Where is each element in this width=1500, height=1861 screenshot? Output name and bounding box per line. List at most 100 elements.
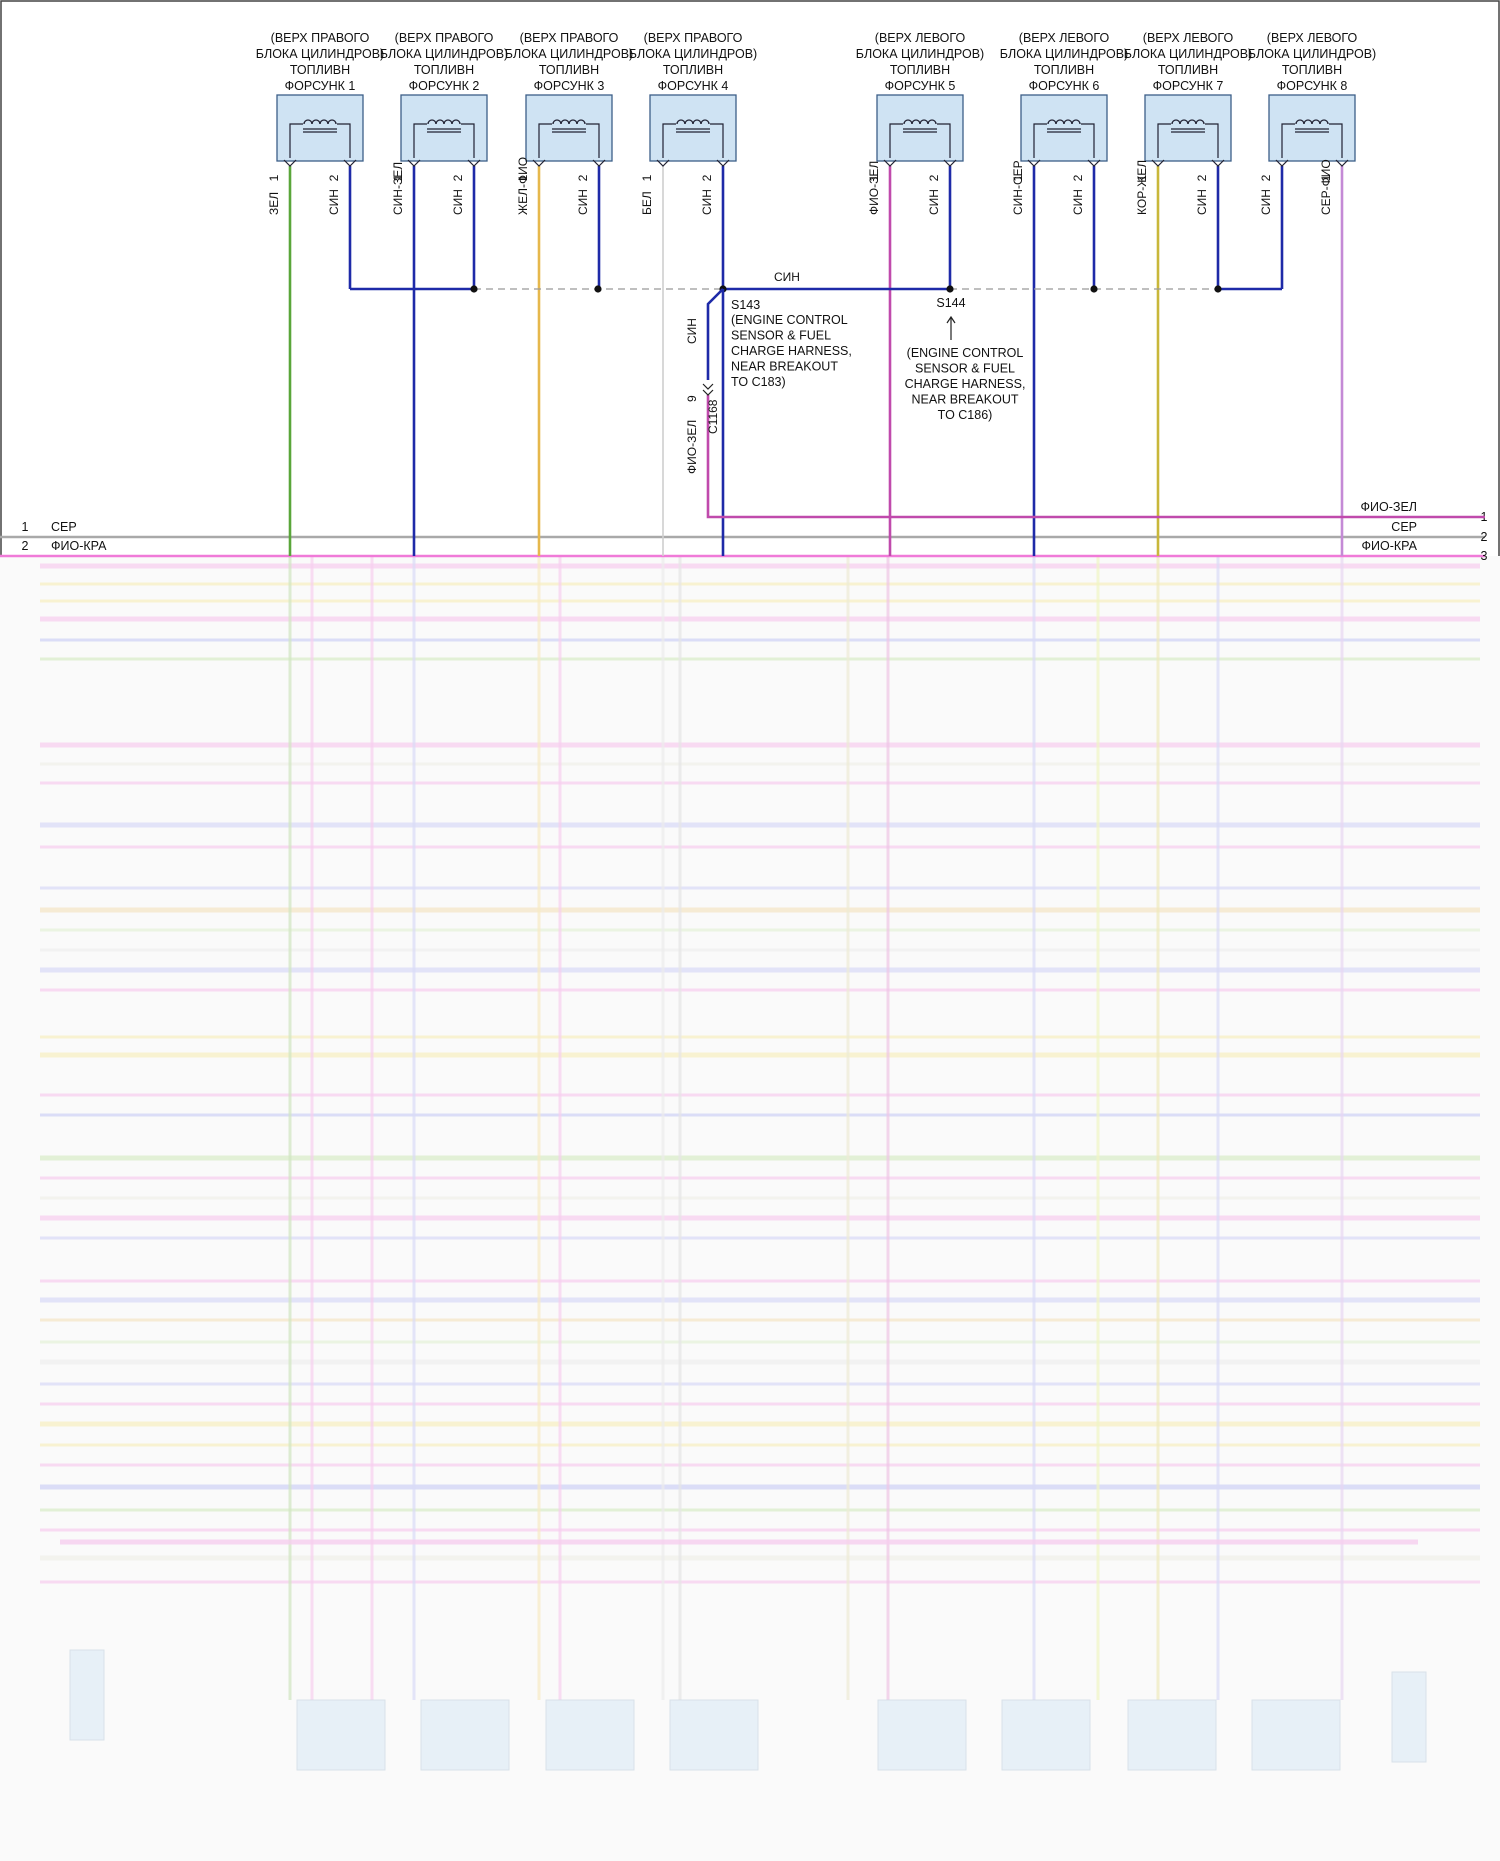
injector-title-line: ФОРСУНК 7 [1153,79,1224,93]
fuel-injector-8: (ВЕРХ ЛЕВОГО БЛОКА ЦИЛИНДРОВ) ТОПЛИВН ФОРСУ… [1248,31,1376,215]
injector-body [1144,94,1232,162]
connector-pin-icon [1275,159,1289,167]
injector-body [1268,94,1356,162]
splice-bus [350,285,1282,293]
injector-coil-icon [1281,119,1343,158]
rail-label-left: СЕР [51,520,77,534]
splice-s143-id: S143 [731,298,760,312]
connector-pin-icon [716,159,730,167]
injector-title-line: ТОПЛИВН [1158,63,1218,77]
injector-title-line: (ВЕРХ ПРАВОГО [271,31,370,45]
injector-body [876,94,964,162]
rail-label-right: СЕР [1391,520,1417,534]
bus-wire-label: СИН [774,270,800,284]
connector-pin-icon [1027,159,1041,167]
injector-title-line: БЛОКА ЦИЛИНДРОВ) [1000,47,1128,61]
wire-label-pin1: СЕР-ФИО [1319,159,1333,215]
fuel-injector-7: (ВЕРХ ЛЕВОГО БЛОКА ЦИЛИНДРОВ) ТОПЛИВН ФОРСУ… [1124,31,1252,215]
wire-label-pin2: СИН [1195,189,1209,215]
blur-overlay [0,556,1500,1861]
wire-label-pin1: СИН-ЗЕЛ [391,162,405,215]
injector-title-line: БЛОКА ЦИЛИНДРОВ) [856,47,984,61]
pin-number-2: 2 [1259,174,1273,181]
connector-pin-icon [407,159,421,167]
injector-coil-icon [538,119,600,158]
connector-id: C1168 [706,399,720,434]
connector-pin-icon [1087,159,1101,167]
injector-body [276,94,364,162]
s143-description: (ENGINE CONTROL [731,313,848,327]
injector-title-line: ТОПЛИВН [290,63,350,77]
injector-coil-icon [662,119,724,158]
connector-pin-icon [592,159,606,167]
connector-pin-icon [343,159,357,167]
wire-label-pin2: СИН [927,189,941,215]
injector-title-line: ФОРСУНК 4 [658,79,729,93]
injector-title-line: ТОПЛИВН [1282,63,1342,77]
rail-number-left: 2 [22,539,29,553]
connector-pin-icon [283,159,297,167]
pin-number-1: 1 [391,174,405,181]
splice-dot [1090,285,1098,293]
injector-title-line: ФОРСУНК 1 [285,79,356,93]
blurred-component [1391,1671,1427,1763]
splice-dot [470,285,478,293]
splice-dot [946,285,954,293]
rail-label-left: ФИО-КРА [51,539,107,553]
injector-title-line: БЛОКА ЦИЛИНДРОВ) [505,47,633,61]
arrow-icon [946,315,956,324]
injector-title-line: (ВЕРХ ПРАВОГО [395,31,494,45]
harness-rail: 1 СЕР СЕР 2 [0,520,1488,544]
s143-description: NEAR BREAKOUT [731,360,838,374]
injector-title-line: ФОРСУНК 5 [885,79,956,93]
connector-pin-icon [883,159,897,167]
injector-title-line: ТОПЛИВН [890,63,950,77]
s144-description: (ENGINE CONTROL [907,346,1024,360]
pin-number-1: 1 [1135,174,1149,181]
fuel-injector-3: (ВЕРХ ПРАВОГО БЛОКА ЦИЛИНДРОВ) ТОПЛИВН ФОРС… [505,31,633,215]
pin-number-2: 2 [1071,174,1085,181]
wire-label-pin2: СИН [576,189,590,215]
harness-rail: 2 ФИО-КРА ФИО-КРА 3 [0,539,1488,563]
injector-coil-icon [889,119,951,158]
pin-number-2: 2 [451,174,465,181]
wire-label-pin1: ЖЕЛ-ФИО [516,157,530,215]
injector-title-line: ТОПЛИВН [663,63,723,77]
wire-label-pin1: СИН-СЕР [1011,160,1025,215]
fuel-injector-5: (ВЕРХ ЛЕВОГО БЛОКА ЦИЛИНДРОВ) ТОПЛИВН ФОРСУ… [856,31,984,215]
pin-number-1: 1 [1011,174,1025,181]
wire-label-pin2: СИН [1259,189,1273,215]
blurred-component [669,1699,759,1771]
injector-body [525,94,613,162]
pin-number-1: 1 [267,174,281,181]
connector-pin-icon [467,159,481,167]
wire-label-pin1: КОР-ЖЕЛ [1135,160,1149,215]
injector-coil-icon [1157,119,1219,158]
s143-description: CHARGE HARNESS, [731,344,852,358]
injector-title-line: ФОРСУНК 8 [1277,79,1348,93]
injector-title-line: ФОРСУНК 6 [1029,79,1100,93]
rail-label-right: ФИО-КРА [1362,539,1418,553]
pin-number-1: 1 [516,174,530,181]
wire-label-pin2: СИН [1071,189,1085,215]
injector-coil-icon [413,119,475,158]
injector-body [649,94,737,162]
wire-label-pin2: СИН [327,189,341,215]
connector-pin-icon [1335,159,1349,167]
injector-title-line: БЛОКА ЦИЛИНДРОВ) [1248,47,1376,61]
wire-label-pin1: ЗЕЛ [267,192,281,215]
blurred-component [877,1699,967,1771]
rail-number-right: 2 [1481,530,1488,544]
injector-components: (ВЕРХ ПРАВОГО БЛОКА ЦИЛИНДРОВ) ТОПЛИВН ФОРС… [256,31,1376,215]
connector-pin-icon [702,383,714,390]
wire-s143-down [706,288,724,380]
connector-pin-icon [1151,159,1165,167]
pin-number-1: 1 [1319,174,1333,181]
pin-number-1: 1 [640,174,654,181]
injector-title-line: ТОПЛИВН [1034,63,1094,77]
injector-body [400,94,488,162]
blurred-component [296,1699,386,1771]
